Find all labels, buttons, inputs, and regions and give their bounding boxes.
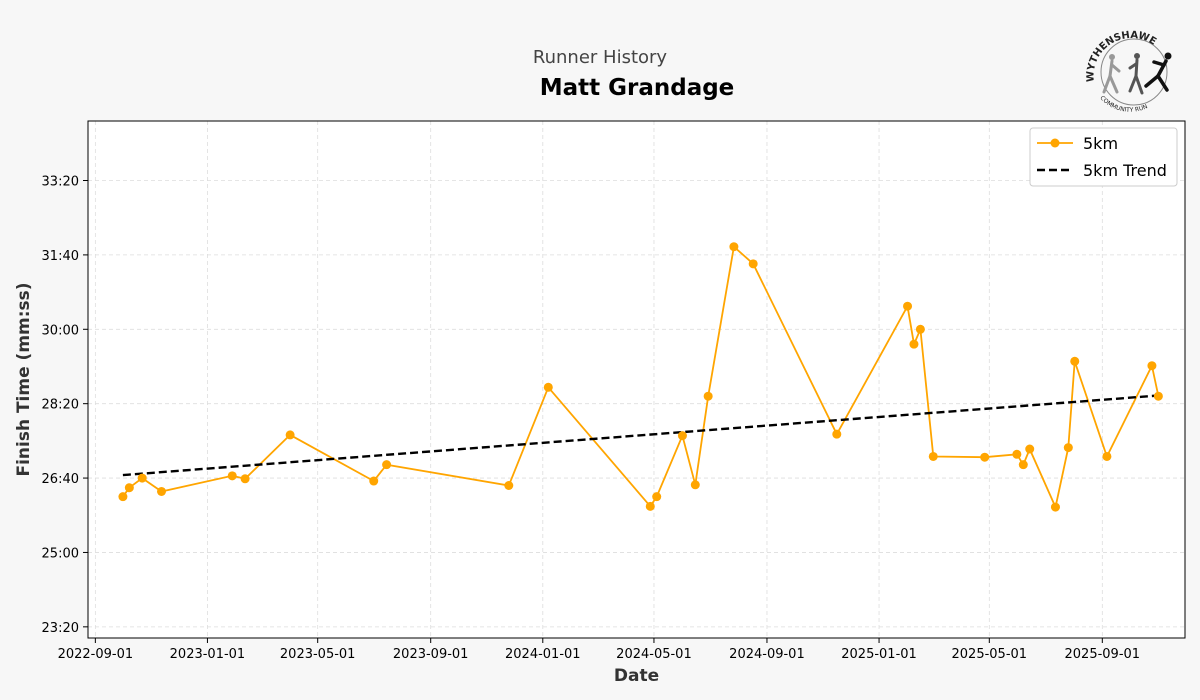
- data-point-5km: [240, 474, 250, 484]
- data-point-5km: [1025, 444, 1035, 454]
- data-point-5km: [903, 301, 913, 311]
- series-5km-trend-line: [122, 394, 1159, 477]
- runner-silhouette-icon: [1144, 52, 1172, 92]
- y-axis-label: Finish Time (mm:ss): [14, 282, 34, 476]
- x-tick-label: 2024-09-01: [729, 647, 805, 662]
- data-point-5km: [645, 501, 655, 511]
- community-run-logo: WYTHENSHAWE COMMUNITY RUN: [1085, 30, 1172, 114]
- y-tick-label: 30:00: [42, 323, 79, 338]
- y-tick-label: 31:40: [42, 249, 79, 264]
- data-point-5km: [157, 486, 167, 496]
- data-point-5km: [980, 452, 990, 462]
- data-point-5km: [1063, 443, 1073, 453]
- chart-title: Matt Grandage: [540, 75, 735, 101]
- data-point-5km: [124, 483, 134, 493]
- x-tick-label: 2023-09-01: [393, 647, 469, 662]
- plot-frame: [87, 120, 1186, 639]
- runner-silhouette-icon: [1102, 54, 1121, 94]
- y-tick-label: 23:20: [42, 621, 79, 636]
- svg-text:WYTHENSHAWE: WYTHENSHAWE: [1085, 30, 1158, 82]
- data-point-5km: [543, 382, 553, 392]
- data-point-5km: [1018, 460, 1028, 470]
- x-tick-label: 2023-05-01: [280, 647, 356, 662]
- x-axis-label: Date: [614, 666, 659, 686]
- data-point-5km: [748, 259, 758, 269]
- data-point-5km: [1050, 502, 1060, 512]
- data-point-5km: [504, 481, 514, 491]
- x-tick-label: 2022-09-01: [58, 647, 134, 662]
- data-point-5km: [677, 431, 687, 441]
- data-point-5km: [1012, 449, 1022, 459]
- data-point-5km: [227, 471, 237, 481]
- data-point-5km: [369, 476, 379, 486]
- data-point-5km: [1070, 356, 1080, 366]
- y-tick-label: 28:20: [42, 398, 79, 413]
- data-point-5km: [118, 492, 128, 502]
- runner-silhouette-icon: [1128, 53, 1144, 95]
- data-point-5km: [1147, 361, 1157, 371]
- data-point-5km: [1153, 391, 1163, 401]
- x-tick-label: 2023-01-01: [170, 647, 246, 662]
- data-point-5km: [690, 480, 700, 490]
- data-point-5km: [832, 429, 842, 439]
- x-tick-label: 2025-01-01: [841, 647, 917, 662]
- chart-subtitle: Runner History: [533, 47, 668, 68]
- data-point-5km: [382, 460, 392, 470]
- x-tick-label: 2024-05-01: [616, 647, 692, 662]
- data-point-5km: [285, 430, 295, 440]
- x-tick-label: 2024-01-01: [505, 647, 581, 662]
- data-point-5km: [909, 339, 919, 349]
- data-point-5km: [915, 324, 925, 334]
- data-point-5km: [703, 391, 713, 401]
- x-tick-label: 2025-09-01: [1065, 647, 1141, 662]
- y-tick-label: 26:40: [42, 472, 79, 487]
- data-point-5km: [652, 492, 662, 502]
- data-point-5km: [1102, 451, 1112, 461]
- data-point-5km: [729, 242, 739, 252]
- x-tick-label: 2025-05-01: [952, 647, 1028, 662]
- y-tick-label: 25:00: [42, 546, 79, 561]
- legend-label-5km: 5km: [1083, 134, 1118, 153]
- legend-marker-5km: [1050, 138, 1060, 148]
- data-point-5km: [137, 473, 147, 483]
- y-tick-label: 33:20: [42, 175, 79, 190]
- logo-text-top: WYTHENSHAWE: [1085, 30, 1158, 82]
- plot-area: [88, 121, 1185, 638]
- legend-label-trend: 5km Trend: [1083, 161, 1167, 180]
- data-point-5km: [928, 451, 938, 461]
